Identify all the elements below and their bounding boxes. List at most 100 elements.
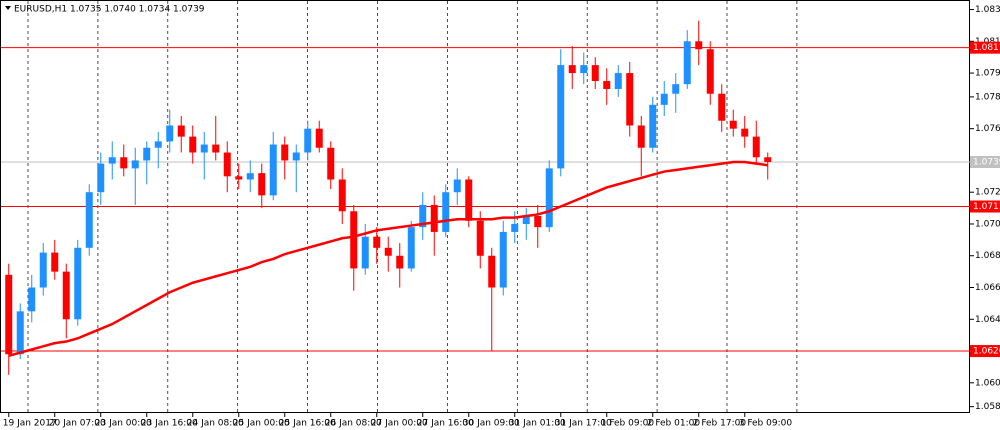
candle-body (338, 179, 346, 212)
candle-body (39, 252, 47, 288)
candle-body (223, 152, 231, 177)
candle-body (741, 128, 749, 137)
candle-body (488, 255, 496, 288)
x-tick-label: 26 Jan 08:00 (325, 419, 382, 429)
candle-body (281, 144, 289, 161)
candle-body (258, 173, 266, 196)
candle-body (327, 147, 335, 180)
candle-body (649, 104, 657, 148)
x-tick-label: 3 Feb 09:00 (739, 419, 793, 429)
candle-body (177, 125, 185, 137)
price-label-box (970, 200, 1000, 213)
x-tick-label: 2 Feb 01:00 (647, 419, 701, 429)
x-tick-label: 1 Feb 09:00 (601, 419, 655, 429)
candle-body (603, 81, 611, 89)
candle-body (51, 252, 59, 272)
x-tick-label: 31 Jan 01:00 (509, 419, 566, 429)
candle-body (143, 147, 151, 161)
candle-body (74, 247, 82, 320)
candle-body (534, 216, 542, 228)
candle-body (476, 220, 484, 256)
y-tick-label: 1.0600 (975, 378, 1000, 388)
y-tick-label: 1.0780 (975, 92, 1000, 102)
y-tick-label: 1.0700 (975, 219, 1000, 229)
candle-body (5, 274, 13, 355)
candle-body (361, 236, 369, 269)
menu-arrow (5, 6, 11, 10)
x-tick-label: 27 Jan 16:00 (417, 419, 474, 429)
x-tick-label: 20 Jan 07:00 (49, 419, 106, 429)
y-tick-label: 1.0680 (975, 251, 1000, 261)
price-label-box (970, 41, 1000, 54)
candle-body (154, 141, 162, 148)
candle-body (120, 157, 128, 169)
candle-body (453, 179, 461, 193)
candle-body (718, 93, 726, 121)
moving-average (8, 160, 768, 358)
candle-body (350, 211, 358, 269)
candle-body (614, 73, 622, 89)
candle-body (626, 73, 634, 126)
candle-body (591, 65, 599, 82)
y-tick-label: 1.0640 (975, 315, 1000, 325)
candle-body (683, 41, 691, 85)
candle-body (729, 120, 737, 129)
x-tick-label: 19 Jan 2017 (3, 419, 57, 429)
price-label: 1.0739 (973, 158, 1000, 168)
candle-body (131, 160, 139, 169)
candle-body (62, 271, 70, 320)
candle-body (637, 125, 645, 148)
candle-body (16, 311, 24, 355)
candle-body (315, 128, 323, 148)
candle-body (97, 163, 105, 193)
y-tick-label: 1.0795 (975, 69, 1000, 79)
candle-body (522, 216, 530, 224)
candle-body (189, 136, 197, 153)
candle-body (108, 157, 116, 164)
x-tick-label: 31 Jan 17:00 (555, 419, 612, 429)
candle-body (442, 192, 450, 232)
candle-body (545, 168, 553, 228)
x-tick-label: 25 Jan 16:00 (279, 419, 336, 429)
candle-body (419, 204, 427, 228)
y-tick-label: 1.0760 (975, 124, 1000, 134)
candle-body (672, 84, 680, 94)
y-tick-label: 1.0660 (975, 283, 1000, 293)
x-tick-label: 23 Jan 00:00 (95, 419, 152, 429)
x-tick-label: 24 Jan 08:00 (187, 419, 244, 429)
y-tick-label: 1.0835 (975, 5, 1000, 15)
x-tick-label: 30 Jan 09:00 (463, 419, 520, 429)
candle-body (28, 287, 36, 312)
candle-body (660, 93, 668, 105)
candle-body (695, 41, 703, 50)
candle-body (212, 144, 220, 153)
candle-body (557, 65, 565, 169)
candle-body (246, 173, 254, 180)
candle-body (580, 65, 588, 74)
candle-body (499, 231, 507, 288)
candle-body (430, 204, 438, 232)
candle-body (568, 65, 576, 74)
candle-body (235, 176, 243, 180)
price-label-box (970, 345, 1000, 358)
candle-body (200, 144, 208, 153)
candle-body (166, 125, 174, 142)
price-label: 1.0620 (973, 347, 1000, 357)
candle-body (304, 128, 312, 153)
y-tick-label: 1.0720 (975, 188, 1000, 198)
candle-body (465, 179, 473, 221)
candle-body (85, 192, 93, 248)
candle-body (706, 49, 714, 94)
x-tick-label: 23 Jan 16:00 (141, 419, 198, 429)
x-tick-label: 2 Feb 17:00 (693, 419, 747, 429)
candle-body (384, 247, 392, 256)
x-tick-label: 27 Jan 00:00 (371, 419, 428, 429)
candle-body (292, 152, 300, 161)
candle-body (764, 157, 772, 163)
candle-body (269, 144, 277, 196)
price-label-box (970, 156, 1000, 169)
y-tick-label: 1.0585 (975, 402, 1000, 412)
